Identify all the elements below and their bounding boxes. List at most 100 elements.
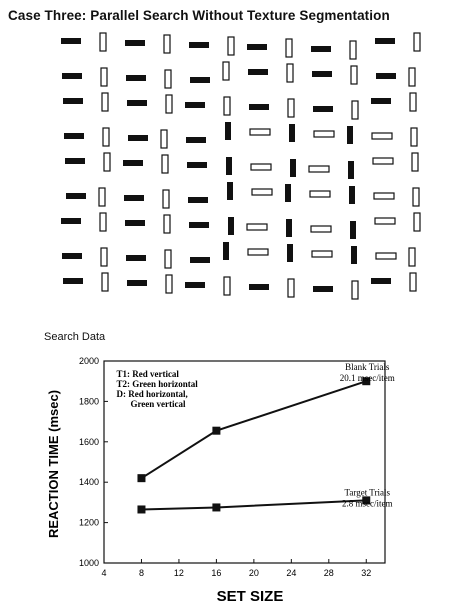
stimulus-item	[125, 220, 145, 226]
stimulus-item	[251, 188, 273, 196]
stimulus-item	[351, 100, 359, 120]
x-tick-label: 24	[286, 568, 296, 578]
stimulus-item	[228, 217, 234, 235]
stimulus-item	[185, 282, 205, 288]
stimulus-item	[286, 63, 294, 83]
stimulus-item	[350, 65, 358, 85]
stimulus-item	[249, 284, 269, 290]
stimulus-item	[126, 255, 146, 261]
stimulus-item	[286, 219, 292, 237]
stimulus-item	[313, 130, 335, 138]
legend-line: Green vertical	[130, 399, 186, 409]
stimulus-item	[190, 257, 210, 263]
stimulus-item	[61, 218, 81, 224]
stimulus-item	[375, 38, 395, 44]
chart-axes	[103, 360, 386, 564]
data-point	[212, 426, 221, 435]
stimulus-item	[124, 195, 144, 201]
search-stimulus-display	[61, 32, 421, 300]
stimulus-item	[312, 71, 332, 77]
stimulus-item	[223, 96, 231, 116]
stimulus-item	[102, 127, 110, 147]
blank-trials-label: Blank Trials	[345, 362, 390, 372]
stimulus-item	[188, 197, 208, 203]
stimulus-item	[63, 98, 83, 104]
stimulus-item	[373, 192, 395, 200]
stimulus-item	[247, 44, 267, 50]
stimulus-item	[160, 129, 168, 149]
stimulus-item	[227, 36, 235, 56]
stimulus-item	[65, 158, 85, 164]
target-trials-label: Target Trials	[345, 487, 391, 497]
stimulus-item	[62, 73, 82, 79]
stimulus-item	[409, 92, 417, 112]
stimulus-item	[162, 189, 170, 209]
data-point	[137, 474, 146, 483]
stimulus-item	[313, 106, 333, 112]
data-point	[137, 505, 146, 514]
stimulus-item	[411, 152, 419, 172]
y-tick-label: 1600	[79, 437, 99, 447]
y-tick-label: 1800	[79, 396, 99, 406]
stimulus-item	[186, 137, 206, 143]
stimulus-item	[374, 217, 396, 225]
stimulus-item	[310, 225, 332, 233]
stimulus-item	[287, 98, 295, 118]
x-tick-label: 8	[139, 568, 144, 578]
stimulus-item	[372, 157, 394, 165]
legend-line: T1: Red vertical	[116, 369, 179, 379]
stimulus-item	[62, 253, 82, 259]
stimulus-item	[123, 160, 143, 166]
stimulus-item	[371, 278, 391, 284]
stimulus-item	[371, 132, 393, 140]
stimulus-item	[189, 222, 209, 228]
stimulus-item	[249, 128, 271, 136]
stimulus-item	[222, 61, 230, 81]
stimulus-item	[349, 186, 355, 204]
stimulus-item	[100, 247, 108, 267]
stimulus-item	[311, 250, 333, 258]
stimulus-item	[413, 212, 421, 232]
y-tick-label: 1200	[79, 518, 99, 528]
plot-frame	[103, 360, 386, 564]
stimulus-item	[127, 100, 147, 106]
stimulus-item	[412, 187, 420, 207]
search-data-label: Search Data	[44, 331, 106, 343]
stimulus-item	[126, 75, 146, 81]
stimulus-item	[287, 278, 295, 298]
stimulus-item	[350, 221, 356, 239]
stimulus-item	[163, 214, 171, 234]
stimulus-item	[248, 69, 268, 75]
x-tick-label: 28	[324, 568, 334, 578]
stimulus-item	[101, 92, 109, 112]
stimulus-item	[289, 124, 295, 142]
stimulus-item	[163, 34, 171, 54]
stimulus-item	[164, 249, 172, 269]
chart-series	[137, 377, 371, 514]
x-tick-label: 16	[211, 568, 221, 578]
stimulus-item	[250, 163, 272, 171]
stimulus-item	[127, 280, 147, 286]
stimulus-item	[309, 190, 331, 198]
stimulus-item	[103, 152, 111, 172]
stimulus-item	[223, 276, 231, 296]
legend-line: T2: Green horizontal	[116, 379, 198, 389]
x-axis-title: SET SIZE	[217, 588, 284, 605]
stimulus-item	[410, 127, 418, 147]
stimulus-item	[61, 38, 81, 44]
stimulus-item	[225, 122, 231, 140]
stimulus-item	[287, 244, 293, 262]
stimulus-item	[227, 182, 233, 200]
legend-line: D: Red horizontal,	[116, 389, 187, 399]
stimulus-item	[125, 40, 145, 46]
series-line-target-trials	[141, 499, 367, 511]
chart-ticks: 4 8 12 16 20 24 28 32 1000 1200 1400 1600 1800 2000	[79, 356, 371, 578]
x-tick-label: 20	[249, 568, 259, 578]
stimulus-item	[164, 69, 172, 89]
stimulus-item	[285, 38, 293, 58]
stimulus-item	[226, 157, 232, 175]
stimulus-item	[351, 246, 357, 264]
stimulus-item	[313, 286, 333, 292]
stimulus-item	[128, 135, 148, 141]
